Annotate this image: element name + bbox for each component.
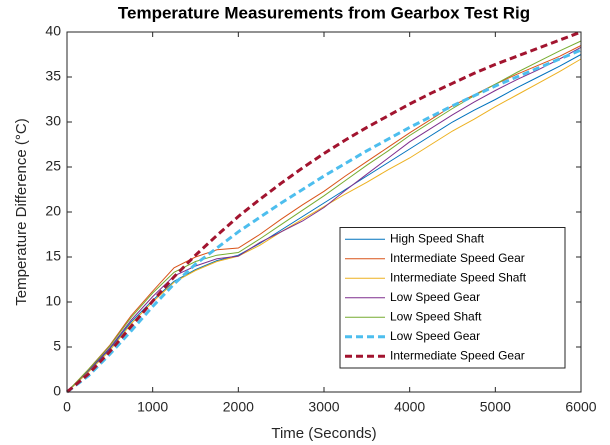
legend-label: Low Speed Gear [390,329,480,343]
y-axis-label: Temperature Difference (°C) [13,118,30,305]
chart-title: Temperature Measurements from Gearbox Te… [118,3,530,22]
y-tick-label: 40 [45,23,61,39]
x-tick-label: 3000 [308,399,339,415]
legend-label: Low Speed Shaft [390,309,482,323]
y-tick-label: 15 [45,248,61,264]
x-tick-label: 5000 [480,399,511,415]
legend-label: Intermediate Speed Gear [390,251,525,265]
legend-label: High Speed Shaft [390,231,485,245]
y-tick-label: 25 [45,158,61,174]
x-tick-label: 1000 [137,399,168,415]
series-line [66,46,582,393]
y-tick-label: 35 [45,68,61,84]
legend-label: Intermediate Speed Shaft [390,270,527,284]
series-line [66,30,582,394]
series-line [66,48,582,394]
x-axis-label: Time (Seconds) [271,425,376,442]
y-tick-label: 5 [53,338,61,354]
y-tick-label: 0 [53,383,61,399]
y-tick-label: 10 [45,293,61,309]
series-line [66,40,582,393]
y-tick-label: 30 [45,113,61,129]
legend-label: Intermediate Speed Gear [390,348,525,362]
x-tick-label: 2000 [223,399,254,415]
axes-box [66,31,582,393]
x-tick-label: 6000 [565,399,596,415]
y-tick-label: 20 [45,203,61,219]
x-tick-label: 4000 [394,399,425,415]
x-tick-label: 0 [63,399,71,415]
legend-label: Low Speed Gear [390,290,480,304]
